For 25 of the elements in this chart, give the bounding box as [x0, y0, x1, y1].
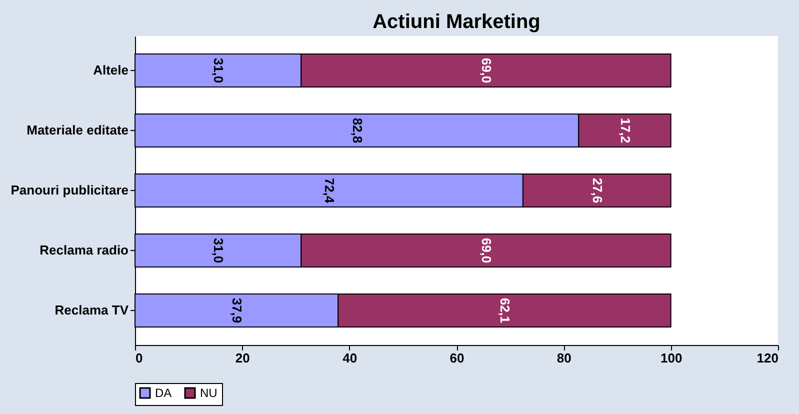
data-label: 31,0	[211, 58, 226, 84]
y-tick-label: Reclama radio	[40, 242, 129, 258]
y-tick-label: Panouri publicitare	[10, 182, 128, 198]
x-tick-label: 60	[450, 350, 464, 366]
y-tick-label: Reclama TV	[54, 302, 129, 318]
y-tick-label: Altele	[93, 62, 128, 78]
data-label: 72,4	[322, 178, 337, 204]
y-tick-label: Materiale editate	[26, 122, 128, 138]
data-label: 37,9	[230, 298, 245, 324]
x-tick-label: 80	[556, 350, 572, 366]
x-tick-label: 100	[660, 350, 682, 366]
data-label: 62,1	[497, 298, 512, 324]
data-label: 27,6	[590, 178, 605, 204]
chart-title: Actiuni Marketing	[372, 11, 540, 33]
legend-label: NU	[200, 386, 218, 400]
x-tick-label: 20	[235, 350, 250, 366]
data-label: 82,8	[350, 118, 365, 144]
legend-label: DA	[155, 386, 172, 400]
data-label: 31,0	[211, 238, 226, 264]
x-tick-label: 0	[136, 350, 143, 366]
x-tick-label: 40	[342, 350, 358, 366]
data-label: 17,2	[618, 118, 633, 144]
data-label: 69,0	[478, 238, 494, 264]
data-label: 69,0	[478, 58, 494, 84]
x-tick-label: 120	[756, 350, 778, 366]
